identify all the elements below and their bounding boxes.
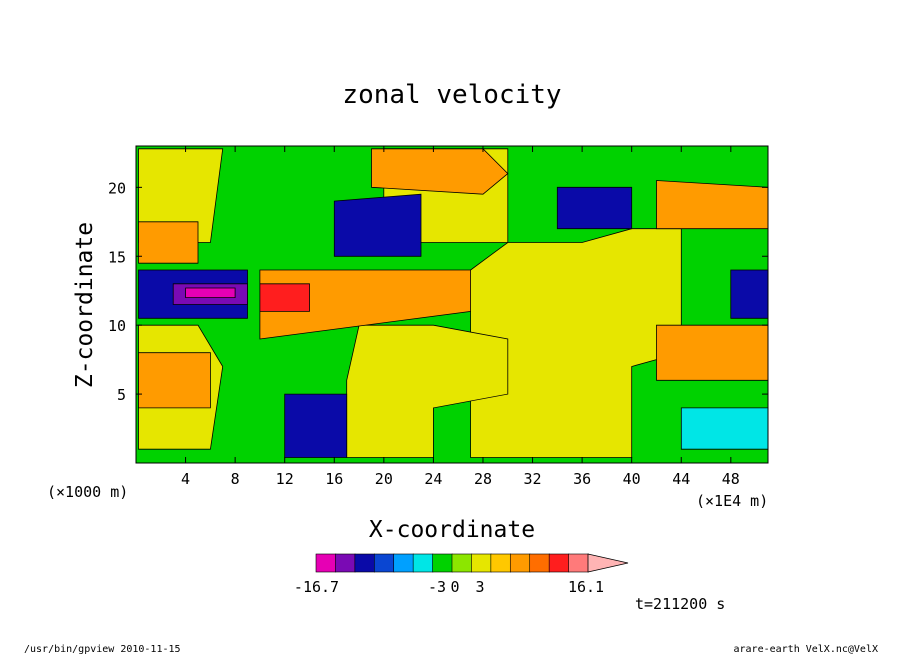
chart-title: zonal velocity: [342, 80, 561, 110]
colorbar-swatch: [315, 553, 337, 573]
x-axis-label: X-coordinate: [369, 517, 535, 543]
colorbar-label: 3: [475, 578, 484, 596]
x-tick-label: 48: [722, 470, 740, 488]
colorbar-swatch: [509, 553, 531, 573]
colorbar-swatch: [432, 553, 453, 573]
colorbar-swatch: [451, 553, 473, 573]
plot-frame: [135, 145, 769, 464]
x-tick-label: 8: [231, 470, 240, 488]
x-unit-label: (×1E4 m): [696, 492, 768, 510]
colorbar-labels: -16.7 -3 0 3 16.1: [294, 578, 604, 596]
x-axis-ticks: 4 8 12 16 20 24 28 32 36 40 44 48: [181, 146, 740, 488]
contour-region-yellow: [346, 324, 509, 458]
contour-region-red: [259, 283, 310, 312]
contour-region-blue: [730, 269, 768, 319]
z-unit-label: (×1000 m): [47, 483, 128, 501]
contour-region-magenta: [185, 287, 236, 299]
z-tick-label: 10: [108, 317, 126, 335]
colorbar-label: 0: [450, 578, 459, 596]
x-tick-label: 32: [524, 470, 542, 488]
z-tick-label: 5: [117, 386, 126, 404]
x-tick-label: 4: [181, 470, 190, 488]
x-tick-label: 20: [375, 470, 393, 488]
colorbar-swatch: [471, 553, 492, 573]
contour-region-orange: [138, 221, 199, 264]
contour-region-orange: [371, 148, 509, 195]
x-tick-label: 36: [573, 470, 591, 488]
x-tick-label: 44: [672, 470, 690, 488]
x-tick-label: 12: [276, 470, 294, 488]
z-tick-label: 20: [108, 179, 126, 197]
colorbar: [315, 553, 629, 573]
contour-region-blue: [284, 393, 348, 458]
x-tick-label: 24: [424, 470, 442, 488]
y-axis-label: Z-coordinate: [72, 222, 98, 388]
contour-region-orange: [656, 324, 768, 381]
contour-region-orange: [138, 352, 211, 409]
colorbar-swatch: [335, 553, 356, 573]
contour-region-blue: [556, 186, 633, 230]
colorbar-swatch: [529, 553, 550, 573]
z-tick-label: 15: [108, 248, 126, 266]
footer-right: arare-earth_VelX.nc@VelX: [734, 644, 879, 654]
z-axis-ticks: 5 10 15 20: [108, 179, 768, 404]
footer-left: /usr/bin/gpview 2010-11-15: [24, 644, 181, 654]
time-label: t=211200 s: [635, 595, 725, 613]
x-tick-label: 16: [325, 470, 343, 488]
contour-regions: [138, 148, 768, 458]
contour-region-blue: [333, 193, 422, 257]
colorbar-swatch: [354, 553, 375, 573]
colorbar-label: -3: [428, 578, 446, 596]
colorbar-swatch: [548, 553, 570, 573]
colorbar-swatch: [393, 553, 414, 573]
contour-region-cyan: [680, 407, 768, 450]
colorbar-extension-arrow: [587, 553, 629, 573]
colorbar-swatch: [373, 553, 395, 573]
colorbar-label: 16.1: [568, 578, 604, 596]
x-tick-label: 28: [474, 470, 492, 488]
colorbar-label: -16.7: [294, 578, 339, 596]
colorbar-swatch: [412, 553, 434, 573]
colorbar-swatch: [568, 553, 589, 573]
colorbar-swatch: [490, 553, 511, 573]
x-tick-label: 40: [623, 470, 641, 488]
contour-region-orange: [656, 180, 768, 230]
